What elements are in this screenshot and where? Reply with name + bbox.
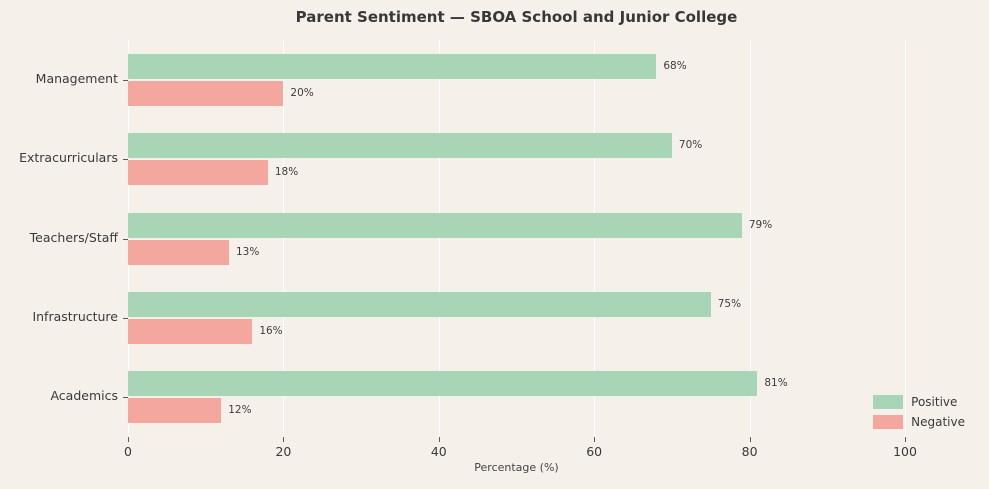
x-tick-label: 60 (586, 444, 603, 459)
bar-positive (128, 133, 672, 159)
x-tick-label: 0 (124, 444, 132, 459)
x-tick-label: 40 (430, 444, 447, 459)
y-tick-mark (123, 397, 128, 399)
value-label: 81% (764, 377, 788, 390)
legend-swatch (873, 415, 904, 429)
value-label: 13% (236, 245, 260, 258)
x-tick-label: 100 (893, 444, 917, 459)
gridline (905, 40, 906, 437)
bar-negative (128, 80, 284, 106)
category-label: Infrastructure (32, 308, 118, 324)
category-label: Extracurriculars (19, 150, 118, 166)
chart-title: Parent Sentiment — SBOA School and Junio… (295, 8, 738, 26)
x-tick-mark (905, 437, 906, 442)
value-label: 75% (717, 297, 742, 310)
legend-item: Positive (873, 395, 965, 409)
value-label: 20% (290, 86, 314, 99)
x-tick-label: 80 (741, 444, 758, 459)
legend-swatch (873, 395, 904, 409)
bar-positive (128, 53, 657, 79)
x-axis-label: Percentage (%) (474, 461, 559, 474)
legend: Positive Negative (873, 395, 965, 429)
plot-area: 0 20 40 60 80 100 Management 68% 20% Extracurricu… (19, 40, 917, 459)
x-tick-mark (128, 437, 129, 442)
x-tick-mark (438, 437, 440, 442)
legend-item: Negative (873, 415, 965, 429)
category-label: Teachers/Staff (29, 229, 118, 245)
y-tick-mark (123, 159, 128, 161)
y-tick-mark (123, 79, 128, 81)
value-label: 16% (259, 324, 283, 337)
bar-positive (128, 291, 711, 317)
x-tick-mark (594, 437, 596, 442)
value-label: 79% (748, 218, 773, 231)
bar-positive (128, 212, 742, 238)
y-tick-mark (123, 317, 128, 319)
gridline (594, 40, 596, 437)
legend-label: Negative (911, 415, 965, 429)
bar-negative (128, 160, 268, 186)
y-tick-mark (123, 238, 128, 240)
x-tick-label: 20 (275, 444, 292, 459)
bar-negative (128, 239, 229, 265)
gridline (283, 40, 285, 437)
bar-negative (128, 398, 222, 424)
x-tick-mark (749, 437, 751, 442)
value-label: 12% (228, 404, 252, 417)
bar-positive (128, 371, 758, 397)
bar-negative (128, 318, 253, 344)
gridline (128, 40, 129, 437)
legend-label: Positive (911, 395, 958, 409)
x-tick-mark (283, 437, 285, 442)
gridline (749, 40, 751, 437)
category-label: Academics (50, 388, 118, 404)
category-label: Management (35, 70, 118, 86)
value-label: 70% (678, 139, 703, 152)
gridline (438, 40, 440, 437)
value-label: 18% (274, 166, 299, 179)
value-label: 68% (663, 59, 687, 72)
